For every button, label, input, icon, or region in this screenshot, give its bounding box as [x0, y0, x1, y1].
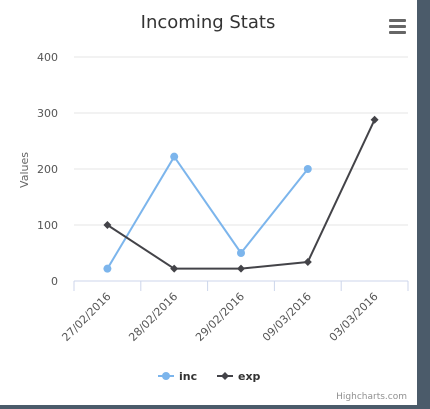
legend-item-exp[interactable]: exp: [217, 370, 261, 383]
credits-link[interactable]: Highcharts.com: [336, 392, 407, 402]
x-axis: 27/02/2016 28/02/2016 29/02/2016 09/03/2016…: [59, 280, 409, 344]
series-line-exp: [106, 119, 376, 270]
legend-marker: [221, 372, 229, 380]
series-group: [103, 115, 379, 273]
hamburger-menu-icon[interactable]: [385, 13, 409, 35]
y-tick-label: 300: [37, 107, 58, 120]
grid-lines: [74, 56, 408, 226]
y-axis-ticks: 0 100 200 300 400: [37, 51, 58, 288]
data-point-exp[interactable]: [303, 257, 312, 266]
y-axis-title: Values: [18, 152, 31, 188]
legend-label: inc: [179, 370, 197, 383]
series-line-inc: [106, 155, 309, 270]
data-point-exp[interactable]: [170, 264, 179, 273]
x-tick-label: 28/02/2016: [126, 290, 180, 344]
legend-label: exp: [238, 370, 261, 383]
data-point-inc[interactable]: [303, 165, 312, 173]
chart-svg: Incoming Stats Values 0 100 200 300 400 27/0…: [18, 12, 409, 402]
data-point-exp[interactable]: [370, 115, 379, 124]
data-point-exp[interactable]: [103, 221, 112, 229]
x-tick-label: 03/03/2016: [327, 290, 381, 344]
y-tick-label: 0: [51, 275, 58, 288]
x-tick-label: 09/03/2016: [260, 290, 314, 344]
y-tick-label: 400: [37, 51, 58, 64]
chart-title: Incoming Stats: [141, 12, 276, 33]
chart-container: Incoming Stats Values 0 100 200 300 400 27/0…: [0, 0, 417, 405]
data-point-inc[interactable]: [237, 249, 245, 257]
y-tick-label: 200: [37, 163, 58, 176]
legend: inc exp: [158, 370, 261, 383]
data-point-inc[interactable]: [170, 152, 179, 161]
legend-marker: [162, 372, 170, 380]
legend-item-inc[interactable]: inc: [158, 370, 197, 383]
x-tick-label: 29/02/2016: [193, 290, 247, 344]
data-point-inc[interactable]: [103, 264, 112, 273]
data-point-exp[interactable]: [237, 264, 245, 273]
x-tick-label: 27/02/2016: [59, 290, 113, 344]
y-tick-label: 100: [37, 219, 58, 232]
